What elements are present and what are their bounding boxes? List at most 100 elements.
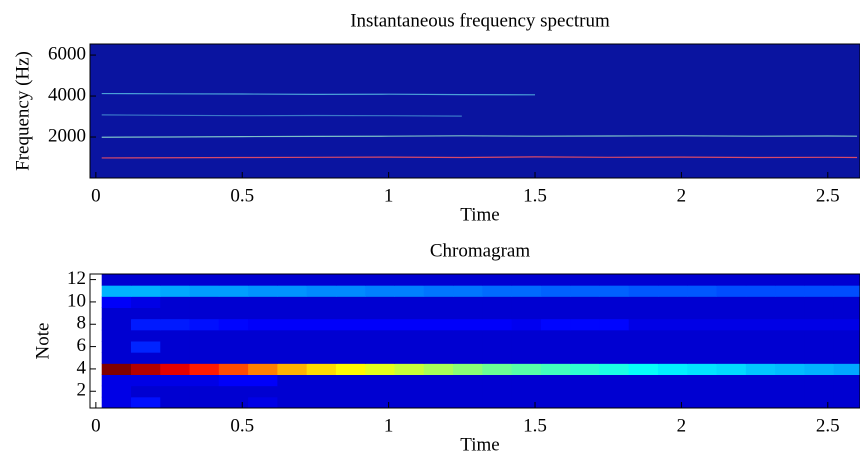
heatmap-cell [130, 296, 161, 308]
heatmap-cell [804, 274, 835, 286]
heatmap-cell [335, 318, 366, 331]
heatmap-cell [423, 396, 454, 408]
x-tick-label: 0.5 [230, 415, 254, 436]
heatmap-cell [833, 296, 860, 308]
heatmap-cell [335, 352, 366, 364]
heatmap-cell [335, 363, 366, 375]
heatmap-cell [218, 329, 249, 342]
heatmap-cell [306, 307, 337, 320]
heatmap-cell [130, 318, 161, 331]
x-axis-label: Time [460, 204, 499, 225]
x-tick-label: 1 [384, 415, 394, 436]
heatmap-cell [189, 329, 220, 342]
heatmap-cell [248, 296, 278, 308]
heatmap-cell [628, 285, 659, 297]
x-tick-label: 2 [677, 185, 687, 206]
heatmap-cell [335, 374, 366, 387]
heatmap-cell [804, 352, 835, 364]
heatmap-cell [628, 374, 659, 387]
heatmap-cell [160, 296, 191, 308]
y-axis-label: Note [32, 323, 53, 360]
heatmap-cell [657, 396, 688, 408]
heatmap-cell [277, 274, 308, 286]
heatmap-cell [130, 307, 161, 320]
heatmap-cell [394, 285, 425, 297]
heatmap-cell [687, 374, 718, 387]
y-tick-label: 6000 [48, 43, 86, 64]
heatmap-cell [453, 341, 483, 353]
x-tick-label: 1.5 [523, 185, 547, 206]
heatmap-cell [365, 296, 395, 308]
heatmap-cell [394, 329, 425, 342]
heatmap-cell [745, 341, 776, 353]
heatmap-cell [628, 329, 659, 342]
heatmap-cell [570, 274, 600, 286]
x-tick-label: 2.5 [816, 185, 840, 206]
heatmap-cell [775, 363, 805, 375]
heatmap-cell [540, 374, 571, 387]
heatmap-cell [804, 329, 835, 342]
heatmap-cell [101, 274, 132, 286]
heatmap-cell [130, 274, 161, 286]
x-tick-label: 1.5 [523, 415, 547, 436]
heatmap-cell [716, 307, 747, 320]
y-tick-label: 4000 [48, 84, 86, 105]
heatmap-cell [775, 296, 805, 308]
heatmap-cell [130, 341, 161, 353]
heatmap-cell [306, 374, 337, 387]
heatmap-cell [189, 396, 220, 408]
heatmap-cell [423, 274, 454, 286]
heatmap-cell [453, 285, 483, 297]
heatmap-cell [570, 363, 600, 375]
heatmap-cell [365, 363, 395, 375]
heatmap-cell [540, 285, 571, 297]
heatmap-cell [540, 274, 571, 286]
heatmap-cell [130, 385, 161, 398]
heatmap-cell [687, 385, 718, 398]
heatmap-cell [570, 307, 600, 320]
heatmap-cell [482, 296, 513, 308]
heatmap-cell [540, 341, 571, 353]
heatmap-cell [570, 341, 600, 353]
x-tick-label: 2.5 [816, 415, 840, 436]
heatmap-cell [335, 285, 366, 297]
heatmap-cell [657, 352, 688, 364]
heatmap-cell [306, 363, 337, 375]
heatmap-cell [745, 307, 776, 320]
heatmap-cell [511, 296, 542, 308]
heatmap-cell [335, 341, 366, 353]
heatmap-cell [365, 285, 395, 297]
heatmap-cell [628, 274, 659, 286]
heatmap-cell [482, 374, 513, 387]
heatmap-cell [716, 363, 747, 375]
heatmap-cell [306, 329, 337, 342]
plot-background [90, 44, 860, 178]
heatmap-cell [423, 329, 454, 342]
heatmap-cell [657, 341, 688, 353]
heatmap-cell [833, 341, 860, 353]
heatmap-cell [306, 396, 337, 408]
heatmap-cell [482, 318, 513, 331]
heatmap-cell [365, 352, 395, 364]
heatmap-cell [394, 385, 425, 398]
heatmap-cell [657, 374, 688, 387]
x-tick-label: 2 [677, 415, 687, 436]
axes-frame [89, 273, 860, 409]
y-tick-label: 4 [77, 357, 87, 378]
heatmap-cell [745, 396, 776, 408]
heatmap-cell [657, 318, 688, 331]
heatmap-cell [218, 352, 249, 364]
heatmap-cell [423, 385, 454, 398]
heatmap-cell [833, 385, 860, 398]
heatmap-cell [775, 396, 805, 408]
heatmap-cell [101, 329, 132, 342]
heatmap-cell [775, 318, 805, 331]
heatmap-cell [599, 341, 630, 353]
heatmap-cell [775, 285, 805, 297]
heatmap-cell [394, 274, 425, 286]
heatmap-cell [599, 374, 630, 387]
heatmap-cell [745, 318, 776, 331]
heatmap-cell [160, 274, 191, 286]
heatmap-cell [365, 274, 395, 286]
heatmap-cell [745, 352, 776, 364]
